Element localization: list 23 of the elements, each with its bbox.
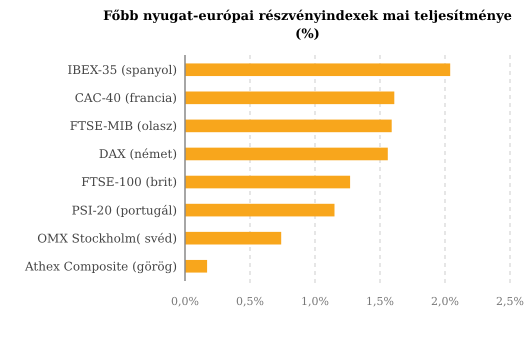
y-tick-label: PSI-20 (portugál) xyxy=(72,203,177,218)
y-tick-label: FTSE-MIB (olasz) xyxy=(70,119,177,134)
bar xyxy=(185,91,394,104)
y-tick-label: FTSE-100 (brit) xyxy=(81,175,177,190)
y-tick-label: CAC-40 (francia) xyxy=(74,91,177,106)
y-tick-label: IBEX-35 (spanyol) xyxy=(68,62,177,77)
bar xyxy=(185,148,388,160)
x-tick-label: 0,0% xyxy=(171,295,199,308)
y-tick-label: OMX Stockholm( svéd) xyxy=(37,231,177,246)
x-tick-label: 0,5% xyxy=(236,295,264,308)
y-tick-label: Athex Composite (görög) xyxy=(24,259,177,274)
bar xyxy=(185,120,392,132)
x-tick-label: 1,0% xyxy=(301,295,329,308)
bar xyxy=(185,260,208,273)
x-tick-label: 2,5% xyxy=(496,295,524,308)
bar xyxy=(185,176,350,188)
x-tick-label: 2,0% xyxy=(431,295,459,308)
bar xyxy=(185,204,334,216)
bar xyxy=(185,232,282,245)
y-tick-label: DAX (német) xyxy=(98,147,177,162)
chart-title: Főbb nyugat-európai részvényindexek mai teljesítménye (%) xyxy=(103,9,512,42)
bar xyxy=(185,63,450,76)
x-tick-label: 1,5% xyxy=(366,295,394,308)
